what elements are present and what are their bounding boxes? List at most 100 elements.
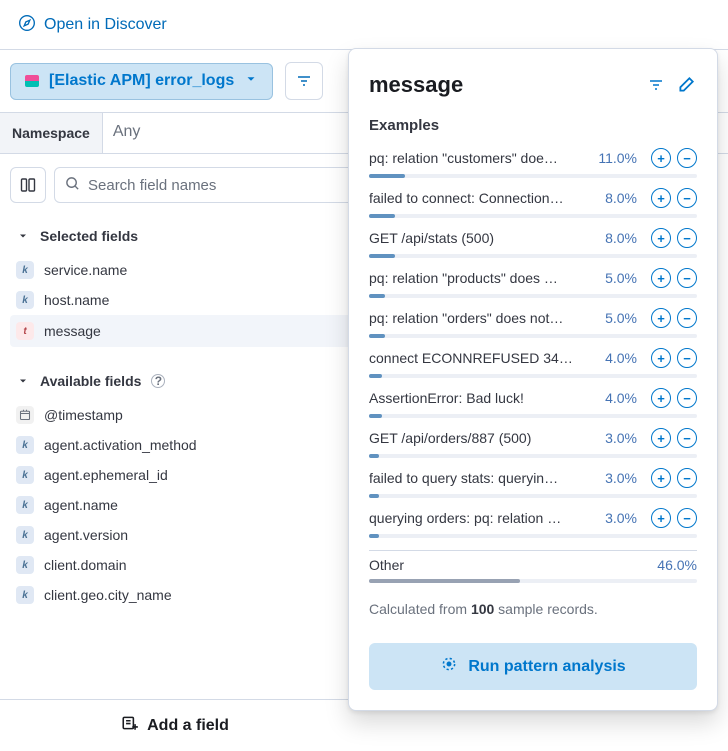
example-label: AssertionError: Bad luck! xyxy=(369,390,583,406)
filter-out-button[interactable]: − xyxy=(677,268,697,288)
field-type-token: k xyxy=(16,436,34,454)
example-bar xyxy=(369,454,697,458)
example-row: connect ECONNREFUSED 34… 4.0% +− xyxy=(369,344,697,384)
section-title: Selected fields xyxy=(40,228,138,244)
filter-in-button[interactable]: + xyxy=(651,468,671,488)
field-name: host.name xyxy=(44,292,109,308)
filter-out-button[interactable]: − xyxy=(677,228,697,248)
chevron-down-icon xyxy=(16,230,30,242)
popover-body: Examples pq: relation "customers" doe… 11… xyxy=(349,113,717,631)
filter-in-button[interactable]: + xyxy=(651,188,671,208)
example-row: pq: relation "customers" doe… 11.0% +− xyxy=(369,144,697,184)
field-name: @timestamp xyxy=(44,407,123,423)
example-bar xyxy=(369,414,697,418)
example-percent: 5.0% xyxy=(591,310,637,326)
add-field-label: Add a field xyxy=(147,717,229,735)
filter-out-button[interactable]: − xyxy=(677,188,697,208)
data-view-label: [Elastic APM] error_logs xyxy=(49,72,234,90)
example-percent: 3.0% xyxy=(591,430,637,446)
open-in-discover-label: Open in Discover xyxy=(44,16,167,34)
example-bar xyxy=(369,214,697,218)
filter-in-button[interactable]: + xyxy=(651,348,671,368)
filter-out-button[interactable]: − xyxy=(677,148,697,168)
run-pattern-analysis-label: Run pattern analysis xyxy=(468,658,625,676)
example-label: failed to query stats: queryin… xyxy=(369,470,583,486)
field-name: agent.activation_method xyxy=(44,437,197,453)
popover-filter-button[interactable] xyxy=(645,67,667,103)
field-type-token: k xyxy=(16,261,34,279)
examples-heading: Examples xyxy=(369,117,697,134)
field-layout-button[interactable] xyxy=(10,167,46,203)
chevron-down-icon xyxy=(16,375,30,387)
field-type-token: k xyxy=(16,556,34,574)
popover-header: message xyxy=(349,49,717,113)
example-row: pq: relation "orders" does not… 5.0% +− xyxy=(369,304,697,344)
calculated-from-text: Calculated from 100 sample records. xyxy=(369,589,697,623)
example-label: connect ECONNREFUSED 34… xyxy=(369,350,583,366)
run-pattern-analysis-button[interactable]: Run pattern analysis xyxy=(369,643,697,690)
pattern-icon xyxy=(440,655,458,678)
example-bar xyxy=(369,494,697,498)
example-row: failed to query stats: queryin… 3.0% +− xyxy=(369,464,697,504)
data-view-selector[interactable]: [Elastic APM] error_logs xyxy=(10,63,273,100)
example-bar xyxy=(369,579,697,583)
filter-in-button[interactable]: + xyxy=(651,428,671,448)
example-row: AssertionError: Bad luck! 4.0% +− xyxy=(369,384,697,424)
field-name: client.domain xyxy=(44,557,127,573)
example-percent: 8.0% xyxy=(591,190,637,206)
example-bar xyxy=(369,534,697,538)
example-label: pq: relation "products" does … xyxy=(369,270,583,286)
example-label: failed to connect: Connection… xyxy=(369,190,583,206)
example-other-row: Other46.0% xyxy=(369,550,697,589)
help-icon[interactable]: ? xyxy=(151,374,165,388)
compass-icon xyxy=(18,14,36,35)
example-row: GET /api/orders/887 (500)3.0%+− xyxy=(369,424,697,464)
example-percent: 3.0% xyxy=(591,470,637,486)
filter-in-button[interactable]: + xyxy=(651,388,671,408)
field-name: agent.name xyxy=(44,497,118,513)
example-label: pq: relation "customers" doe… xyxy=(369,150,583,166)
filter-out-button[interactable]: − xyxy=(677,428,697,448)
example-percent: 4.0% xyxy=(591,390,637,406)
example-bar xyxy=(369,294,697,298)
field-name: service.name xyxy=(44,262,127,278)
filter-in-button[interactable]: + xyxy=(651,268,671,288)
example-row: failed to connect: Connection… 8.0% +− xyxy=(369,184,697,224)
filter-in-button[interactable]: + xyxy=(651,148,671,168)
add-field-button[interactable]: Add a field xyxy=(0,699,350,751)
field-name: agent.ephemeral_id xyxy=(44,467,168,483)
example-percent: 11.0% xyxy=(591,150,637,166)
filter-in-button[interactable]: + xyxy=(651,508,671,528)
example-row: GET /api/stats (500)8.0%+− xyxy=(369,224,697,264)
field-type-token: k xyxy=(16,291,34,309)
popover-footer: Run pattern analysis xyxy=(349,631,717,710)
filter-out-button[interactable]: − xyxy=(677,508,697,528)
example-row: querying orders: pq: relation …3.0%+− xyxy=(369,504,697,544)
field-type-token: k xyxy=(16,526,34,544)
filter-settings-button[interactable] xyxy=(285,62,323,100)
field-stats-popover: message Examples pq: relation "customers… xyxy=(348,48,718,711)
filter-out-button[interactable]: − xyxy=(677,308,697,328)
popover-edit-button[interactable] xyxy=(675,67,697,103)
open-in-discover-link[interactable]: Open in Discover xyxy=(0,0,728,50)
filter-out-button[interactable]: − xyxy=(677,468,697,488)
search-icon xyxy=(65,176,80,194)
field-name: client.geo.city_name xyxy=(44,587,172,603)
example-bar xyxy=(369,374,697,378)
field-name: message xyxy=(44,323,101,339)
filter-out-button[interactable]: − xyxy=(677,348,697,368)
example-bar xyxy=(369,334,697,338)
filter-out-button[interactable]: − xyxy=(677,388,697,408)
example-row: pq: relation "products" does …5.0%+− xyxy=(369,264,697,304)
example-label: GET /api/stats (500) xyxy=(369,230,583,246)
filter-in-button[interactable]: + xyxy=(651,308,671,328)
example-percent: 4.0% xyxy=(591,350,637,366)
chevron-down-icon xyxy=(244,72,258,91)
filter-in-button[interactable]: + xyxy=(651,228,671,248)
examples-list: pq: relation "customers" doe…11.0%+−fail… xyxy=(369,144,697,589)
example-bar xyxy=(369,174,697,178)
field-name: agent.version xyxy=(44,527,128,543)
example-label: pq: relation "orders" does not… xyxy=(369,310,583,326)
field-type-token xyxy=(16,406,34,424)
section-title: Available fields xyxy=(40,373,141,389)
